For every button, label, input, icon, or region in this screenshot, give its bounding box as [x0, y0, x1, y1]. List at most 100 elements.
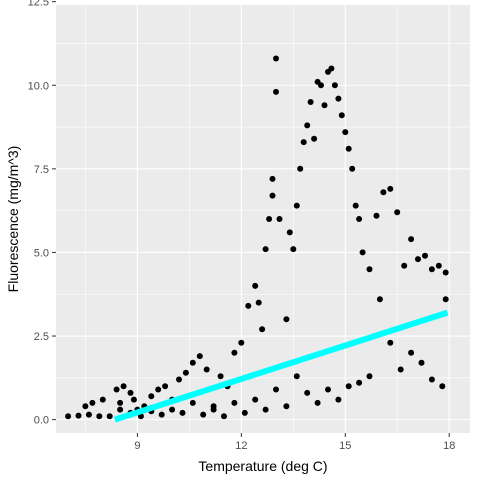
data-point	[82, 403, 88, 409]
data-point	[159, 412, 165, 418]
data-point	[273, 89, 279, 95]
data-point	[148, 393, 154, 399]
y-tick-label: 2.5	[34, 331, 49, 343]
data-point	[356, 216, 362, 222]
data-point	[218, 373, 224, 379]
data-point	[367, 266, 373, 272]
data-point	[311, 136, 317, 142]
y-tick-label: 12.5	[28, 0, 49, 9]
data-point	[297, 166, 303, 172]
data-point	[76, 413, 82, 419]
data-point	[169, 407, 175, 413]
data-point	[349, 166, 355, 172]
data-point	[290, 246, 296, 252]
data-point	[387, 340, 393, 346]
data-point	[86, 412, 92, 418]
data-point	[117, 407, 123, 413]
data-point	[263, 246, 269, 252]
data-point	[346, 383, 352, 389]
data-point	[422, 253, 428, 259]
data-point	[439, 383, 445, 389]
data-point	[342, 129, 348, 135]
data-point	[335, 397, 341, 403]
data-point	[270, 176, 276, 182]
data-point	[287, 229, 293, 235]
data-point	[100, 397, 106, 403]
data-point	[443, 296, 449, 302]
data-point	[283, 403, 289, 409]
data-point	[294, 203, 300, 209]
data-point	[277, 216, 283, 222]
y-tick-label: 5.0	[34, 247, 49, 259]
data-point	[377, 296, 383, 302]
data-point	[315, 400, 321, 406]
data-point	[374, 213, 380, 219]
data-point	[204, 367, 210, 373]
data-point	[328, 66, 334, 72]
data-point	[107, 413, 113, 419]
data-point	[436, 263, 442, 269]
data-point	[89, 400, 95, 406]
data-point	[263, 407, 269, 413]
data-point	[252, 397, 258, 403]
y-axis-title: Fluorescence (mg/m^3)	[5, 146, 21, 293]
y-tick-label: 0.0	[34, 415, 49, 427]
data-point	[301, 139, 307, 145]
data-point	[190, 360, 196, 366]
data-point	[398, 367, 404, 373]
data-point	[387, 186, 393, 192]
data-point	[231, 350, 237, 356]
data-point	[401, 263, 407, 269]
data-point	[270, 193, 276, 199]
data-point	[429, 377, 435, 383]
data-point	[197, 353, 203, 359]
data-point	[353, 203, 359, 209]
data-point	[128, 390, 134, 396]
data-point	[304, 390, 310, 396]
data-point	[200, 412, 206, 418]
data-point	[155, 387, 161, 393]
data-point	[121, 383, 127, 389]
data-point	[190, 400, 196, 406]
data-point	[211, 403, 217, 409]
data-point	[332, 82, 338, 88]
data-point	[266, 216, 272, 222]
data-point	[96, 413, 102, 419]
data-point	[415, 256, 421, 262]
data-point	[429, 266, 435, 272]
data-point	[335, 96, 341, 102]
y-tick-label: 10.0	[28, 80, 49, 92]
data-point	[162, 383, 168, 389]
data-point	[242, 410, 248, 416]
data-point	[380, 189, 386, 195]
data-point	[443, 270, 449, 276]
data-point	[65, 413, 71, 419]
data-point	[183, 370, 189, 376]
data-point	[256, 300, 262, 306]
data-point	[221, 413, 227, 419]
data-point	[360, 249, 366, 255]
data-point	[325, 387, 331, 393]
data-point	[339, 112, 345, 118]
data-point	[419, 360, 425, 366]
data-point	[114, 387, 120, 393]
data-point	[252, 283, 258, 289]
data-point	[259, 326, 265, 332]
data-point	[318, 82, 324, 88]
x-tick-label: 15	[339, 440, 351, 452]
data-point	[394, 209, 400, 215]
data-point	[273, 56, 279, 62]
data-point	[273, 387, 279, 393]
data-point	[231, 400, 237, 406]
data-point	[367, 373, 373, 379]
data-point	[346, 146, 352, 152]
data-point	[408, 350, 414, 356]
data-point	[238, 340, 244, 346]
data-point	[294, 373, 300, 379]
x-tick-label: 12	[235, 440, 247, 452]
data-point	[308, 99, 314, 105]
y-tick-label: 7.5	[34, 164, 49, 176]
data-point	[117, 400, 123, 406]
x-tick-label: 18	[443, 440, 455, 452]
panel-background	[56, 5, 470, 433]
